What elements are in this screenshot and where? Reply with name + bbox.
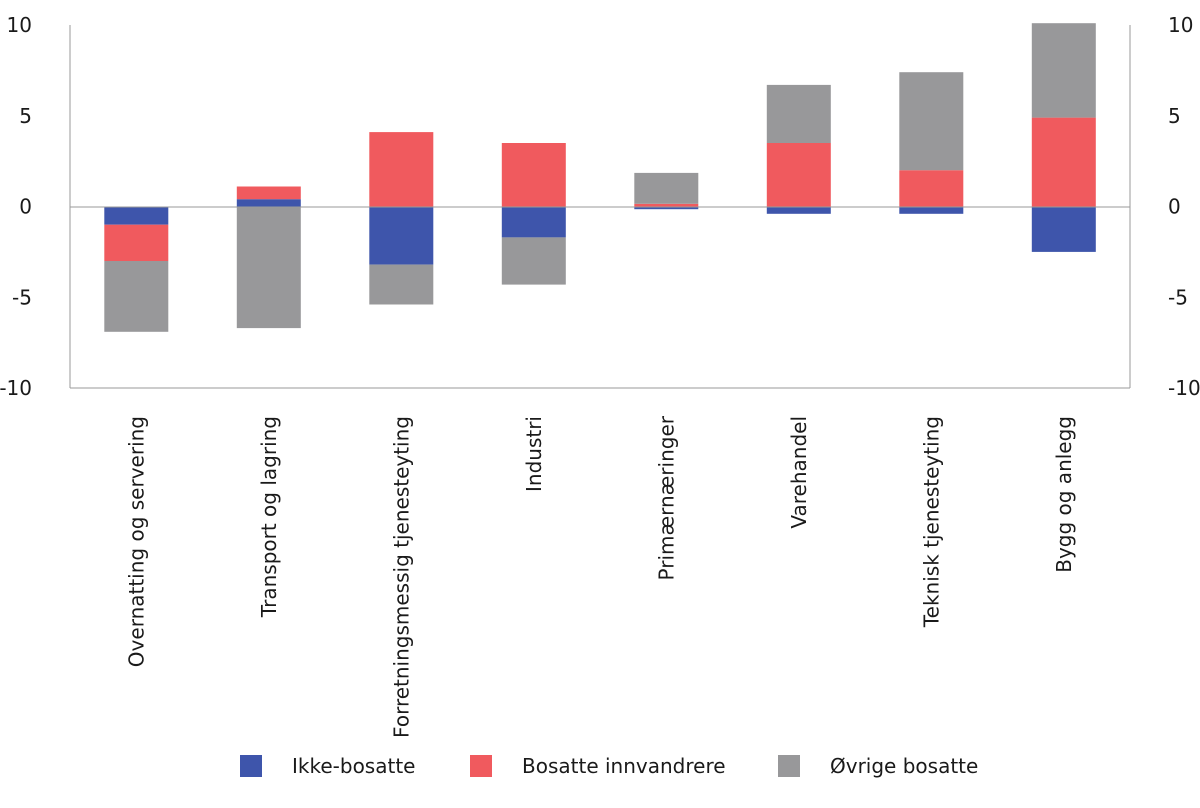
category-label-primaernaeringer: Primærnæringer — [654, 415, 678, 580]
category-label-transport-og-lagring: Transport og lagring — [257, 416, 281, 618]
legend-swatch-ovrige-bosatte — [778, 755, 800, 777]
bar-bosatte-innvandrere-transport-og-lagring — [236, 186, 301, 200]
legend-swatch-ikke-bosatte — [240, 755, 262, 777]
bar-bosatte-innvandrere-teknisk-tjenesteyting — [899, 170, 964, 207]
bar-ovrige-bosatte-primaernaeringer — [634, 172, 699, 204]
y-tick-right-10: 10 — [1168, 13, 1193, 37]
chart: -10 -10 -5 -5 0 0 5 5 10 10 Overnatting og server… — [0, 13, 1200, 738]
legend-item-ikke-bosatte: Ikke-bosatte — [240, 748, 415, 784]
category-label-bygg-og-anlegg: Bygg og anlegg — [1052, 416, 1076, 573]
bar-ovrige-bosatte-teknisk-tjenesteyting — [899, 72, 964, 171]
legend-label-ikke-bosatte: Ikke-bosatte — [292, 754, 416, 778]
bar-ikke-bosatte-bygg-og-anlegg — [1031, 206, 1096, 252]
category-label-varehandel: Varehandel — [787, 416, 811, 529]
bar-bosatte-innvandrere-varehandel — [766, 143, 831, 207]
category-labels-group: Overnatting og servering Transport og lag… — [124, 415, 1076, 738]
y-tick-left-10: 10 — [7, 13, 32, 37]
bar-ikke-bosatte-overnatting-og-servering — [104, 206, 169, 225]
bar-bosatte-innvandrere-overnatting-og-servering — [104, 224, 169, 261]
legend-label-ovrige-bosatte: Øvrige bosatte — [830, 754, 979, 778]
tick-labels-group: -10 -10 -5 -5 0 0 5 5 10 10 — [0, 13, 1200, 400]
y-tick-right-5: 5 — [1168, 104, 1181, 128]
bar-ovrige-bosatte-varehandel — [766, 84, 831, 143]
bar-ikke-bosatte-teknisk-tjenesteyting — [899, 206, 964, 214]
y-tick-left-5: 5 — [19, 104, 32, 128]
legend: Ikke-bosatte Bosatte innvandrere Øvrige … — [0, 748, 1200, 784]
category-label-teknisk-tjenesteyting: Teknisk tjenesteyting — [919, 416, 943, 628]
bar-bosatte-innvandrere-forretningsmessig-tjenesteyting — [369, 132, 434, 207]
bar-bosatte-innvandrere-bygg-og-anlegg — [1031, 117, 1096, 207]
legend-item-ovrige-bosatte: Øvrige bosatte — [778, 748, 978, 784]
bar-ikke-bosatte-transport-og-lagring — [236, 199, 301, 207]
category-label-forretningsmessig-tjenesteyting: Forretningsmessig tjenesteyting — [389, 416, 413, 738]
bars-group — [104, 23, 1096, 332]
legend-label-bosatte-innvandrere: Bosatte innvandrere — [522, 754, 726, 778]
y-tick-left-minus-5: -5 — [12, 285, 32, 309]
bar-bosatte-innvandrere-primaernaeringer — [634, 203, 699, 207]
bar-ovrige-bosatte-forretningsmessig-tjenesteyting — [369, 264, 434, 305]
y-tick-right-minus-5: -5 — [1168, 285, 1188, 309]
y-tick-left-0: 0 — [19, 195, 32, 219]
y-tick-left-minus-10: -10 — [0, 376, 32, 400]
legend-item-bosatte-innvandrere: Bosatte innvandrere — [470, 748, 726, 784]
bar-ovrige-bosatte-transport-og-lagring — [236, 206, 301, 329]
bar-ikke-bosatte-industri — [501, 206, 566, 238]
category-label-overnatting-og-servering: Overnatting og servering — [124, 416, 148, 667]
category-label-industri: Industri — [522, 416, 546, 492]
bar-ovrige-bosatte-industri — [501, 237, 566, 285]
y-tick-right-0: 0 — [1168, 195, 1181, 219]
bar-ovrige-bosatte-overnatting-og-servering — [104, 261, 169, 332]
bar-ikke-bosatte-primaernaeringer — [634, 206, 699, 210]
bar-bosatte-innvandrere-industri — [501, 143, 566, 207]
bar-ikke-bosatte-varehandel — [766, 206, 831, 214]
bar-ovrige-bosatte-bygg-og-anlegg — [1031, 23, 1096, 118]
y-tick-right-minus-10: -10 — [1168, 376, 1200, 400]
bar-ikke-bosatte-forretningsmessig-tjenesteyting — [369, 206, 434, 265]
legend-swatch-bosatte-innvandrere — [470, 755, 492, 777]
